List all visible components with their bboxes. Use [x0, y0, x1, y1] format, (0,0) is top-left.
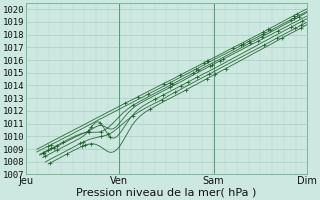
X-axis label: Pression niveau de la mer( hPa ): Pression niveau de la mer( hPa ): [76, 187, 257, 197]
